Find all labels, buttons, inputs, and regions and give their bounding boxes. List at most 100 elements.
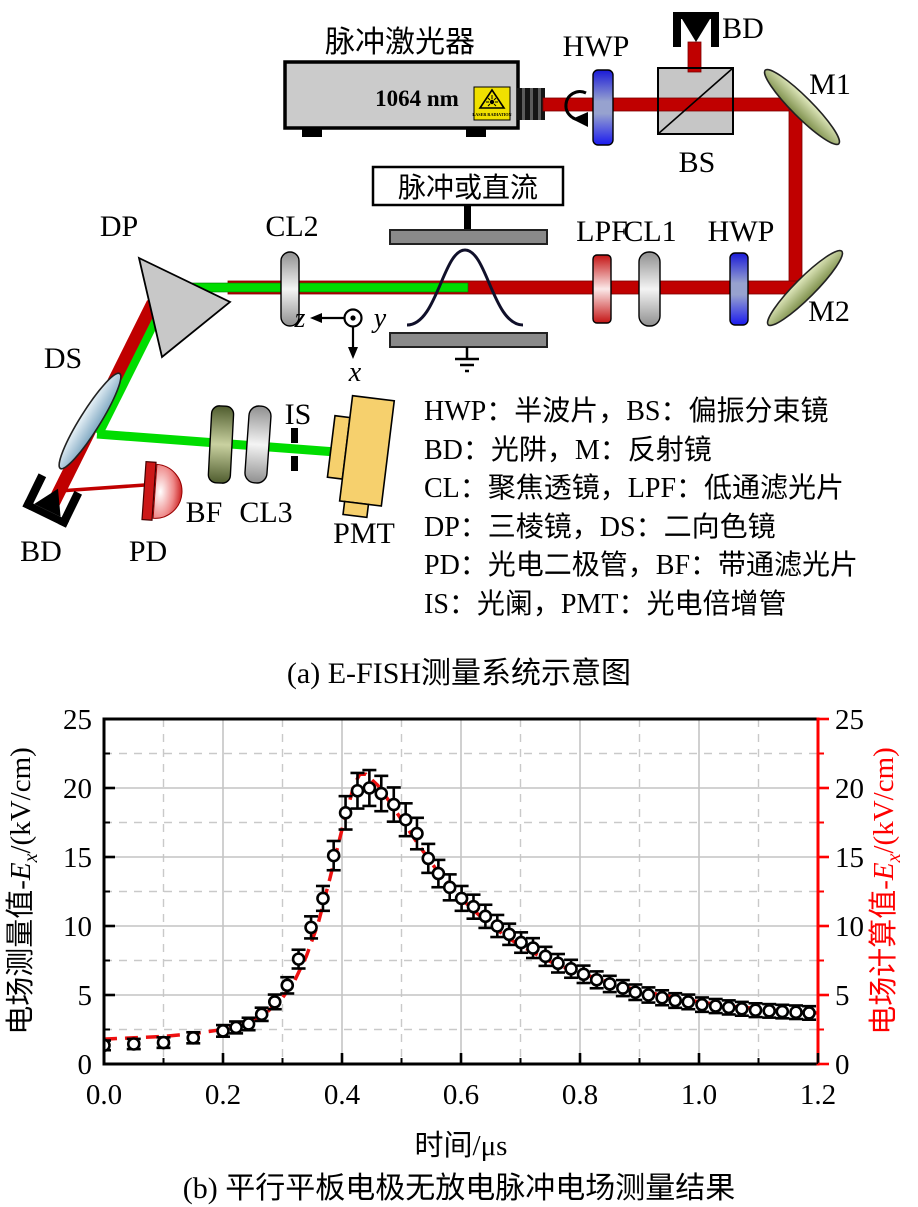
label-hwp2: HWP bbox=[708, 215, 775, 248]
data-point bbox=[454, 891, 469, 906]
beam-dump-bottom bbox=[22, 473, 82, 528]
y-tick-label-left: 10 bbox=[63, 911, 92, 943]
x-axis-title: 时间/μs bbox=[415, 1129, 508, 1162]
caption-b: (b) 平行平板电极无放电脉冲电场测量结果 bbox=[182, 1172, 736, 1205]
data-point bbox=[350, 783, 365, 798]
measured-errorbars bbox=[104, 768, 817, 1052]
data-point bbox=[280, 978, 295, 993]
axis-z-label: z bbox=[294, 303, 306, 334]
label-cl2: CL2 bbox=[265, 210, 318, 243]
label-pmt: PMT bbox=[333, 517, 395, 550]
label-m1: M1 bbox=[809, 68, 851, 101]
label-bd-top: BD bbox=[722, 12, 764, 45]
label-cl1: CL1 bbox=[623, 215, 676, 248]
data-point bbox=[186, 1030, 201, 1045]
laser-warning-icon: LASER RADIATION bbox=[472, 86, 512, 121]
mirror-m1 bbox=[763, 68, 841, 146]
efish-schematic: LASER RADIATION 1064 nm 脉冲或直流 bbox=[20, 12, 858, 620]
data-point bbox=[628, 985, 643, 1000]
pulse-source-box: 脉冲或直流 bbox=[371, 165, 565, 231]
y-axis-title-left: 电场测量值-Ex/(kV/cm) bbox=[4, 747, 42, 1035]
data-point bbox=[156, 1035, 171, 1050]
data-point bbox=[267, 995, 282, 1009]
data-point bbox=[695, 997, 709, 1012]
iris-diaphragm bbox=[291, 428, 298, 471]
data-point bbox=[762, 1004, 777, 1018]
electrode-top bbox=[389, 229, 548, 245]
filter-bf bbox=[207, 405, 235, 484]
lens-cl2 bbox=[280, 251, 300, 327]
x-tick-label: 0.6 bbox=[443, 1079, 479, 1111]
data-point bbox=[421, 851, 436, 866]
legend-line: IS：光阑，PMT：光电倍增管 bbox=[424, 588, 786, 620]
data-point bbox=[748, 1003, 763, 1017]
data-point bbox=[126, 1037, 141, 1051]
data-point bbox=[466, 899, 481, 914]
data-point bbox=[589, 973, 604, 987]
label-bs: BS bbox=[679, 146, 716, 179]
data-point bbox=[681, 995, 696, 1009]
data-point bbox=[304, 920, 318, 935]
data-point bbox=[254, 1007, 269, 1022]
data-point bbox=[229, 1020, 243, 1035]
data-point bbox=[241, 1017, 256, 1031]
beam-m1-to-m2 bbox=[788, 103, 803, 290]
chart-data bbox=[104, 768, 818, 1053]
half-wave-plate-2 bbox=[729, 252, 749, 326]
mirror-m2 bbox=[766, 249, 844, 327]
y-tick-label-right: 15 bbox=[835, 842, 864, 874]
data-point bbox=[538, 949, 553, 964]
data-point bbox=[431, 866, 446, 881]
data-point bbox=[576, 967, 591, 982]
laser-output-coupler bbox=[517, 88, 545, 120]
beam-splitter-outline bbox=[657, 67, 734, 135]
measured-markers bbox=[104, 781, 816, 1053]
label-is: IS bbox=[285, 398, 312, 431]
photodiode bbox=[141, 461, 183, 521]
x-tick-label: 0.8 bbox=[562, 1079, 598, 1111]
data-point bbox=[514, 935, 528, 950]
coordinate-axes: z y x bbox=[294, 303, 387, 388]
y-tick-label-left: 0 bbox=[78, 1049, 93, 1081]
data-point bbox=[216, 1024, 230, 1038]
label-hwp1: HWP bbox=[563, 30, 630, 63]
laser-sticker-text: LASER RADIATION bbox=[472, 112, 511, 117]
caption-a: (a) E-FISH测量系统示意图 bbox=[286, 657, 632, 690]
dichroic-mirror-ds bbox=[58, 372, 122, 470]
x-tick-label: 0.0 bbox=[86, 1079, 122, 1111]
label-ds: DS bbox=[44, 342, 82, 375]
y-right-sub: x bbox=[883, 853, 905, 863]
label-bd-bottom: BD bbox=[20, 535, 62, 568]
beam-bs-to-bd bbox=[687, 41, 702, 73]
half-wave-plate-1 bbox=[592, 69, 614, 146]
data-point bbox=[708, 999, 723, 1013]
gaussian-pulse-curve bbox=[406, 248, 524, 327]
label-laser: 脉冲激光器 bbox=[325, 26, 475, 59]
y-tick-label-right: 20 bbox=[835, 773, 864, 805]
data-point bbox=[374, 786, 389, 801]
y-tick-label-left: 25 bbox=[63, 704, 92, 736]
legend-line: BD：光阱，M：反射镜 bbox=[424, 434, 712, 466]
axis-x-label: x bbox=[348, 357, 362, 388]
filter-lpf bbox=[592, 254, 612, 324]
rotation-arrow-icon bbox=[564, 90, 588, 127]
x-tick-label: 1.0 bbox=[681, 1079, 717, 1111]
data-point bbox=[602, 977, 617, 991]
x-tick-label: 1.2 bbox=[800, 1079, 836, 1111]
data-point bbox=[641, 988, 656, 1002]
y-left-unit: /(kV/cm) bbox=[5, 747, 37, 853]
pulse-source-label: 脉冲或直流 bbox=[398, 172, 538, 204]
beam-green-diagonal bbox=[95, 306, 166, 436]
lens-cl3 bbox=[244, 405, 272, 484]
y-right-var: E bbox=[868, 862, 900, 881]
y-tick-label-right: 10 bbox=[835, 911, 864, 943]
lens-cl1 bbox=[638, 251, 661, 327]
legend-line: CL：聚焦透镜，LPF：低通滤光片 bbox=[424, 472, 844, 504]
y-tick-label-left: 5 bbox=[78, 980, 93, 1012]
data-point bbox=[442, 880, 457, 895]
y-right-unit: /(kV/cm) bbox=[868, 747, 900, 853]
axis-y-label: y bbox=[371, 303, 387, 334]
data-point bbox=[802, 1006, 816, 1020]
pmt-body bbox=[326, 394, 396, 519]
